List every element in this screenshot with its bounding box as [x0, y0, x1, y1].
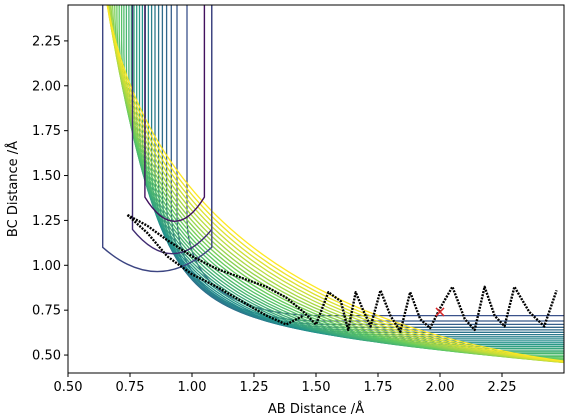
- y-axis-ticks: 0.50 0.75 1.00 1.25 1.50 1.75 2.00 2.25: [32, 34, 68, 364]
- y-tick-label: 1.00: [32, 259, 61, 274]
- y-tick-label: 0.75: [32, 304, 61, 319]
- x-tick-label: 2.00: [426, 380, 455, 395]
- x-tick-label: 1.75: [364, 380, 393, 395]
- contour-line-inner: [102, 5, 213, 273]
- x-axis-label: AB Distance /Å: [268, 401, 364, 417]
- y-tick-label: 2.25: [32, 34, 61, 49]
- y-tick-label: 1.75: [32, 124, 61, 139]
- x-tick-label: 1.25: [240, 380, 269, 395]
- contour-line-inner: [144, 5, 206, 222]
- saddle-marker: [435, 307, 445, 317]
- trajectory-line: [126, 213, 558, 333]
- x-tick-label: 1.50: [302, 380, 331, 395]
- y-tick-label: 1.25: [32, 214, 61, 229]
- y-tick-label: 0.50: [32, 349, 61, 364]
- x-tick-label: 1.00: [178, 380, 207, 395]
- contour-lines: [102, 5, 564, 364]
- x-axis-ticks: 0.50 0.75 1.00 1.25 1.50 1.75 2.00 2.25: [54, 373, 517, 395]
- y-tick-label: 1.50: [32, 169, 61, 184]
- contour-line: [186, 5, 564, 317]
- x-tick-label: 0.50: [54, 380, 83, 395]
- trajectory-paths: [126, 213, 558, 333]
- contour-line-inner: [131, 5, 213, 255]
- y-tick-label: 2.00: [32, 79, 61, 94]
- marker-stroke: [435, 307, 445, 317]
- x-tick-label: 0.75: [116, 380, 145, 395]
- y-axis-label: BC Distance /Å: [5, 141, 21, 237]
- trajectory-line: [126, 214, 305, 326]
- x-tick-label: 2.25: [488, 380, 517, 395]
- contour-line: [106, 5, 564, 362]
